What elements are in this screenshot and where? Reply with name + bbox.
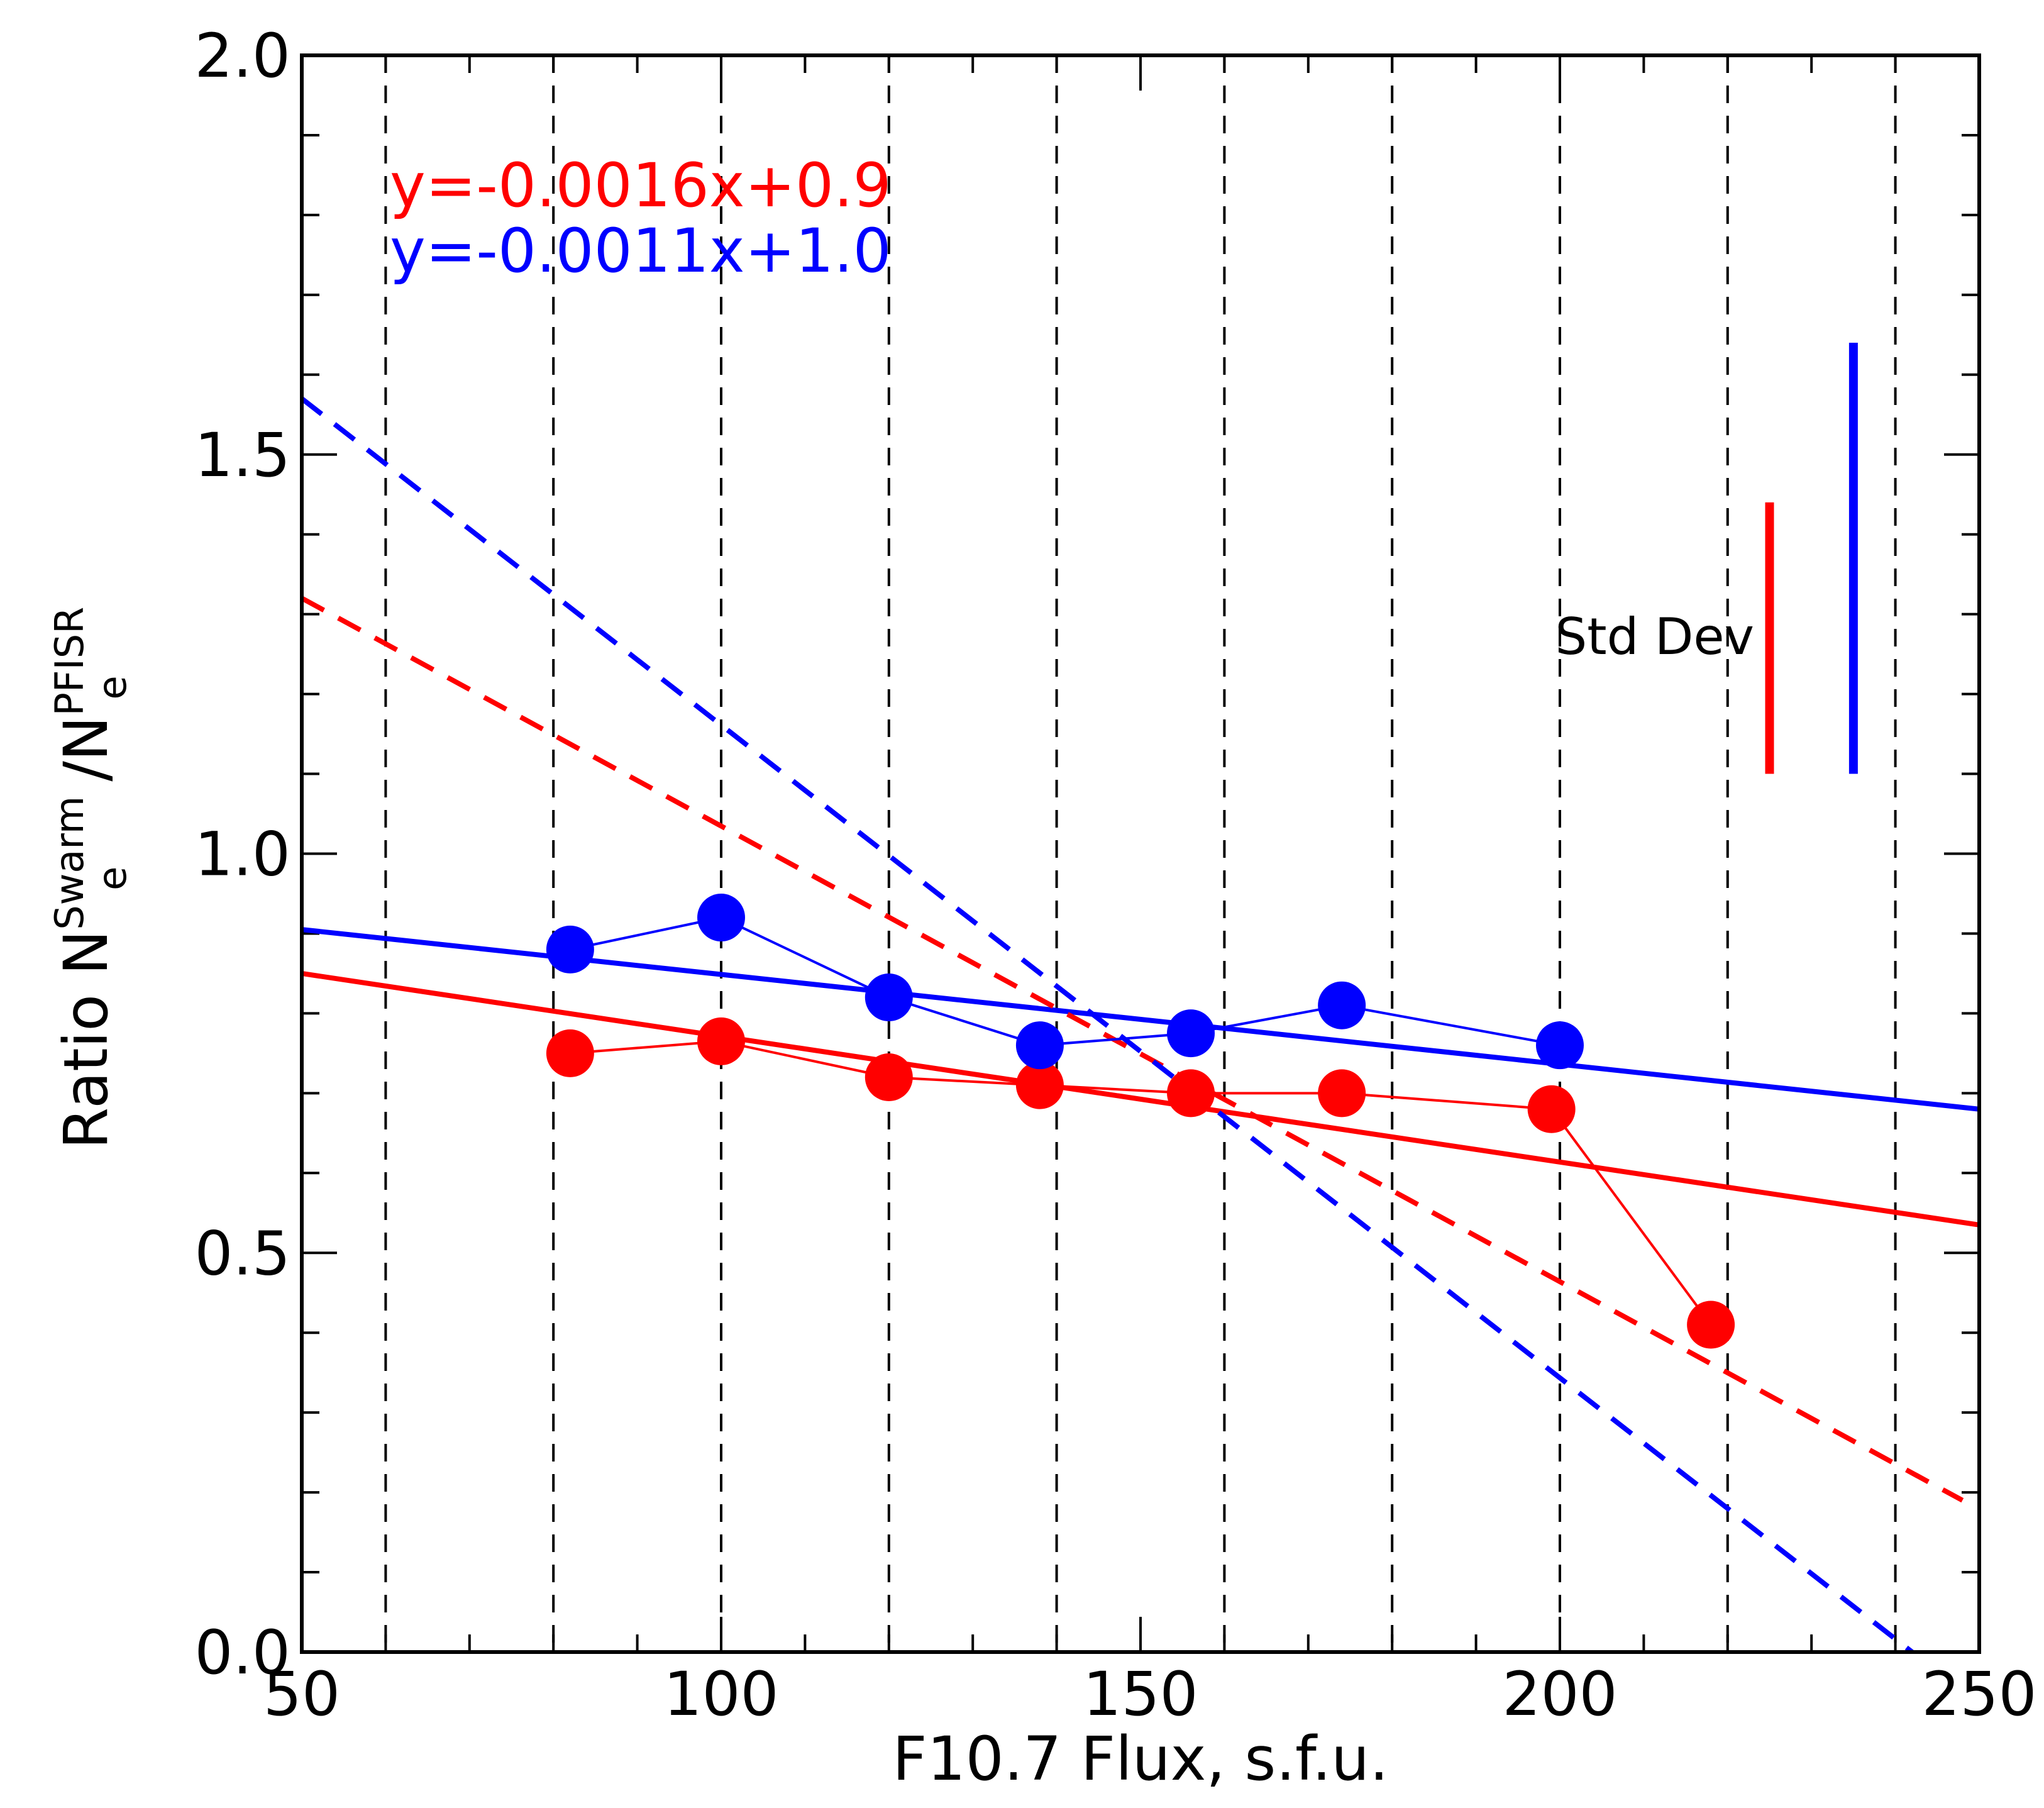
x-tick-label-200: 200 <box>1502 1659 1617 1729</box>
plot-markers <box>546 894 1735 1349</box>
marker-red-7 <box>1687 1301 1735 1349</box>
marker-blue-6 <box>1536 1021 1584 1070</box>
y-title-sub-e1: e <box>89 867 135 890</box>
marker-blue-2 <box>865 973 913 1022</box>
y-tick-label-0: 0.0 <box>194 1617 290 1688</box>
gridlines <box>384 55 1897 1652</box>
fit-line-blue-dashed <box>300 396 1914 1655</box>
marker-red-0 <box>546 1029 594 1077</box>
y-tick-label-1: 1.0 <box>194 819 290 890</box>
tick-labels: 50 100 150 200 250 0.0 0.5 1.0 1.5 2.0 <box>194 21 2036 1729</box>
y-title-sub-e2: e <box>89 675 135 699</box>
y-tick-label-0.5: 0.5 <box>194 1218 290 1289</box>
y-title-prefix: Ratio N <box>51 930 121 1150</box>
marker-blue-5 <box>1318 981 1366 1029</box>
y-title-mid: /N <box>51 716 121 782</box>
fit-line-red-fit <box>301 970 1980 1228</box>
marker-red-1 <box>697 1017 745 1065</box>
marker-red-3 <box>1015 1061 1064 1109</box>
y-tick-label-1.5: 1.5 <box>194 420 290 491</box>
marker-blue-3 <box>1015 1021 1064 1070</box>
svg-text:Ratio NSwarme/NPFISRe: Ratio NSwarme/NPFISRe <box>47 607 135 1150</box>
x-tick-label-100: 100 <box>663 1659 778 1729</box>
marker-blue-4 <box>1167 1009 1215 1058</box>
series-line-red <box>570 1040 1712 1326</box>
plot-frame <box>300 53 1981 1654</box>
marker-red-5 <box>1318 1069 1366 1118</box>
marker-red-2 <box>865 1053 913 1101</box>
y-title-sup-swarm: Swarm <box>47 796 92 930</box>
marker-red-4 <box>1167 1069 1215 1118</box>
equation-red: y=-0.0016x+0.9 <box>390 150 892 221</box>
y-title-sup-pfisr: PFISR <box>47 607 92 716</box>
y-axis-title: Ratio NSwarme/NPFISRe <box>47 607 135 1150</box>
marker-blue-0 <box>546 925 594 973</box>
y-tick-label-2: 2.0 <box>194 21 290 91</box>
x-axis-title: F10.7 Flux, s.f.u. <box>892 1724 1388 1794</box>
fit-line-red-dashed <box>301 596 1964 1503</box>
x-tick-label-250: 250 <box>1921 1659 2036 1729</box>
std-dev-label: Std Dev <box>1555 607 1754 666</box>
marker-red-6 <box>1527 1085 1576 1133</box>
x-tick-label-50: 50 <box>263 1659 340 1729</box>
equation-blue: y=-0.0011x+1.0 <box>390 216 892 286</box>
x-tick-label-150: 150 <box>1083 1659 1198 1729</box>
marker-blue-1 <box>697 894 745 942</box>
